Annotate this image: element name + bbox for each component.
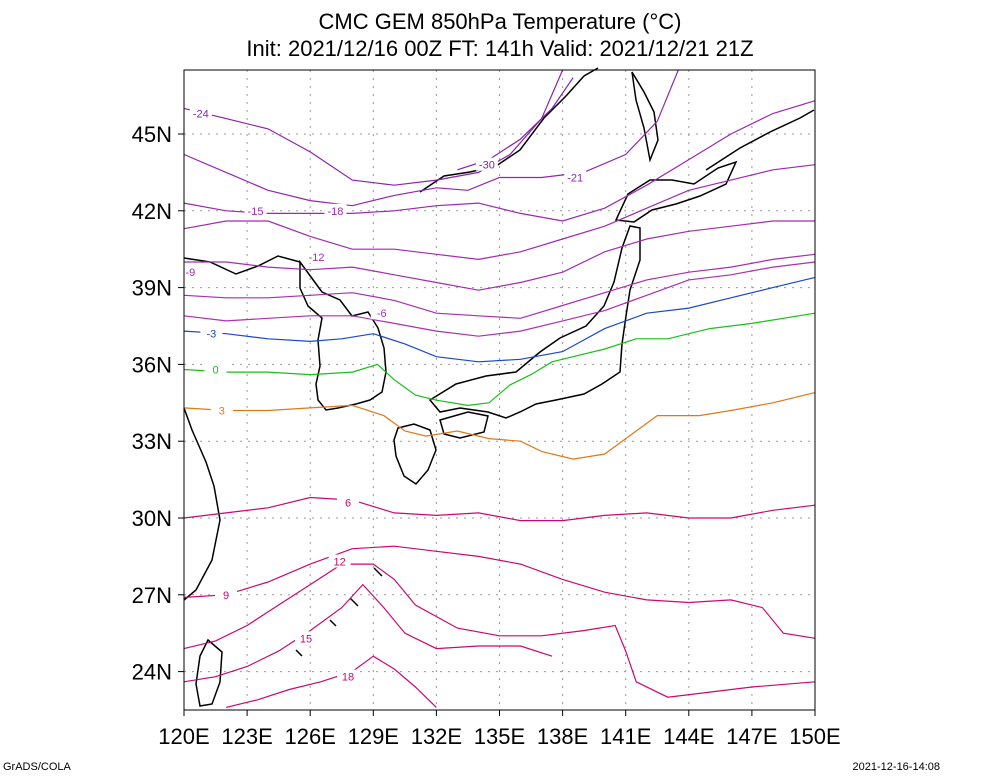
contour-line--3 (183, 276, 816, 363)
contour-line--30 (457, 77, 574, 171)
footer-credit: GrADS/COLA (3, 761, 71, 773)
contour-label-bg (294, 631, 317, 645)
contour-label--24: -24 (193, 109, 209, 121)
y-tick-label: 30N (132, 506, 172, 531)
kyushu-coastline (393, 423, 437, 485)
x-tick-label: 138E (537, 724, 588, 749)
contour-label-bg (328, 554, 351, 568)
contour-label--9: -9 (185, 267, 195, 279)
contour-line--12 (184, 220, 815, 291)
y-tick-label: 33N (132, 429, 172, 454)
y-tick-label: 42N (132, 199, 172, 224)
contour-line-12 (183, 563, 816, 698)
x-tick-label: 120E (158, 724, 209, 749)
hokkaido-coastline (614, 160, 738, 223)
contour-line--18 (183, 100, 816, 222)
y-tick-label: 27N (132, 583, 172, 608)
contour-label-bg (215, 587, 238, 601)
contour-label--21: -21 (567, 173, 583, 185)
contour-label-6: 6 (345, 498, 351, 510)
contour-line-9 (183, 545, 816, 639)
y-tick-label: 36N (132, 352, 172, 377)
contour-label-18: 18 (342, 672, 354, 684)
contour-line--6 (183, 261, 816, 337)
contour-line--24 (183, 69, 564, 186)
russia-coastline (419, 67, 815, 193)
x-tick-label: 147E (726, 724, 777, 749)
contour-label-bg (210, 403, 233, 417)
contour-line--9 (183, 253, 816, 319)
x-tick-label: 126E (285, 724, 336, 749)
contour-label-bg (244, 203, 267, 217)
x-axis-ticks: 120E 123E 126E 129E 132E 135E 138E 141E 144E 147E… (158, 710, 841, 749)
y-tick-label: 45N (132, 122, 172, 147)
contour-label--12: -12 (309, 252, 325, 264)
y-axis-ticks: 24N 27N 30N 33N 36N 39N 42N 45N (132, 122, 184, 685)
shikoku-coastline (439, 411, 489, 439)
contour-label-bg (305, 249, 328, 263)
contour-label-bg (337, 495, 360, 509)
contour-label-bg (564, 170, 587, 184)
coastlines (183, 67, 815, 707)
x-tick-label: 123E (221, 724, 272, 749)
contour-line-3 (183, 392, 816, 460)
y-tick-label: 39N (132, 276, 172, 301)
contour-label--30: -30 (479, 160, 495, 172)
contour-label--3: -3 (206, 329, 216, 341)
contour-line-18 (225, 655, 437, 708)
y-tick-label: 24N (132, 660, 172, 685)
contour-label-bg (475, 157, 498, 171)
sakhalin-coastline (631, 71, 659, 163)
chart-title: CMC GEM 850hPa Temperature (°C) (318, 9, 682, 34)
contour-label-0: 0 (212, 365, 218, 377)
contour-label--6: -6 (377, 308, 387, 320)
mainland-coastline (183, 255, 301, 601)
contour-label-12: 12 (334, 557, 346, 569)
contour-label-bg (179, 265, 202, 279)
ryukyu-islands (295, 567, 383, 657)
contour-label-15: 15 (300, 633, 312, 645)
x-tick-label: 141E (600, 724, 651, 749)
contour-label-9: 9 (223, 590, 229, 602)
contour-lines (183, 69, 816, 708)
contour-line--21 (183, 69, 679, 207)
contour-label-bg (337, 669, 360, 683)
contour-line-6 (183, 496, 816, 522)
contour-line-15 (183, 583, 553, 683)
contour-label--18: -18 (327, 206, 343, 218)
contour-label-bg (189, 106, 212, 120)
x-tick-label: 135E (474, 724, 525, 749)
x-tick-label: 129E (348, 724, 399, 749)
x-tick-label: 150E (789, 724, 840, 749)
x-tick-label: 132E (411, 724, 462, 749)
taiwan-coastline (195, 638, 223, 707)
korea-coastline (299, 259, 387, 411)
honshu-coastline (428, 225, 641, 419)
x-tick-label: 144E (663, 724, 714, 749)
contour-line--15 (183, 164, 816, 261)
contour-label-bg (204, 362, 227, 376)
chart-subtitle: Init: 2021/12/16 00Z FT: 141h Valid: 202… (246, 36, 754, 61)
contour-label-bg (200, 326, 223, 340)
contour-line-0 (183, 312, 816, 407)
grid-lines (184, 70, 815, 710)
contour-label-bg (324, 203, 347, 217)
footer-timestamp: 2021-12-16-14:08 (852, 761, 940, 773)
contour-label--15: -15 (248, 206, 264, 218)
contour-label-bg (370, 306, 393, 320)
contour-label-3: 3 (219, 405, 225, 417)
